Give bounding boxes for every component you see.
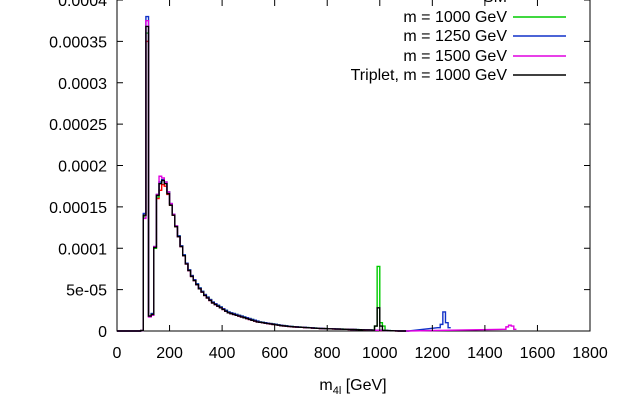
legend-label-4: Triplet, m = 1000 GeV	[351, 67, 508, 84]
y-tick-label: 5e-05	[66, 283, 107, 300]
x-tick-label: 600	[261, 345, 288, 362]
series-layer	[117, 15, 517, 332]
plot-frame	[116, 0, 591, 332]
y-tick-label: 0	[98, 324, 107, 341]
y-tick-label: 0.0001	[58, 241, 107, 258]
x-tick-label: 200	[156, 345, 183, 362]
y-axis-ticks: 0 5e-05 0.0001 0.00015 0.0002 0.00025 0.0003 0.…	[49, 0, 590, 341]
legend: SM m = 1000 GeV m = 1250 GeV m = 1500 GeV Tr…	[351, 0, 566, 84]
legend-label-0: SM	[483, 0, 507, 6]
series-line-0	[117, 40, 407, 332]
plot-border	[116, 0, 591, 332]
x-tick-label: 0	[113, 345, 122, 362]
y-tick-label: 0.00015	[49, 200, 107, 217]
x-axis-ticks: 0 200 400 600 800 1000 1200 1400 1600 1800	[113, 0, 608, 362]
legend-label-1: m = 1000 GeV	[403, 9, 507, 26]
x-tick-label: 1400	[467, 345, 503, 362]
x-axis-label-main: m	[319, 377, 332, 394]
series-line-4	[117, 25, 407, 332]
x-axis-label-unit: [GeV]	[341, 377, 386, 394]
y-tick-label: 0.00025	[49, 117, 107, 134]
y-tick-label: 0.00035	[49, 34, 107, 51]
x-tick-label: 800	[314, 345, 341, 362]
x-axis-label: m4l [GeV]	[319, 377, 386, 397]
x-tick-label: 1000	[362, 345, 398, 362]
x-tick-label: 1600	[520, 345, 556, 362]
y-tick-label: 0.0004	[58, 0, 107, 10]
x-tick-label: 1200	[415, 345, 451, 362]
legend-label-3: m = 1500 GeV	[403, 48, 507, 65]
legend-label-2: m = 1250 GeV	[403, 28, 507, 45]
y-tick-label: 0.0003	[58, 76, 107, 93]
series-line-2	[117, 15, 451, 332]
x-axis-label-sub: 4l	[333, 385, 342, 397]
y-tick-label: 0.0002	[58, 159, 107, 176]
x-tick-label: 1800	[572, 345, 608, 362]
x-tick-label: 400	[209, 345, 236, 362]
